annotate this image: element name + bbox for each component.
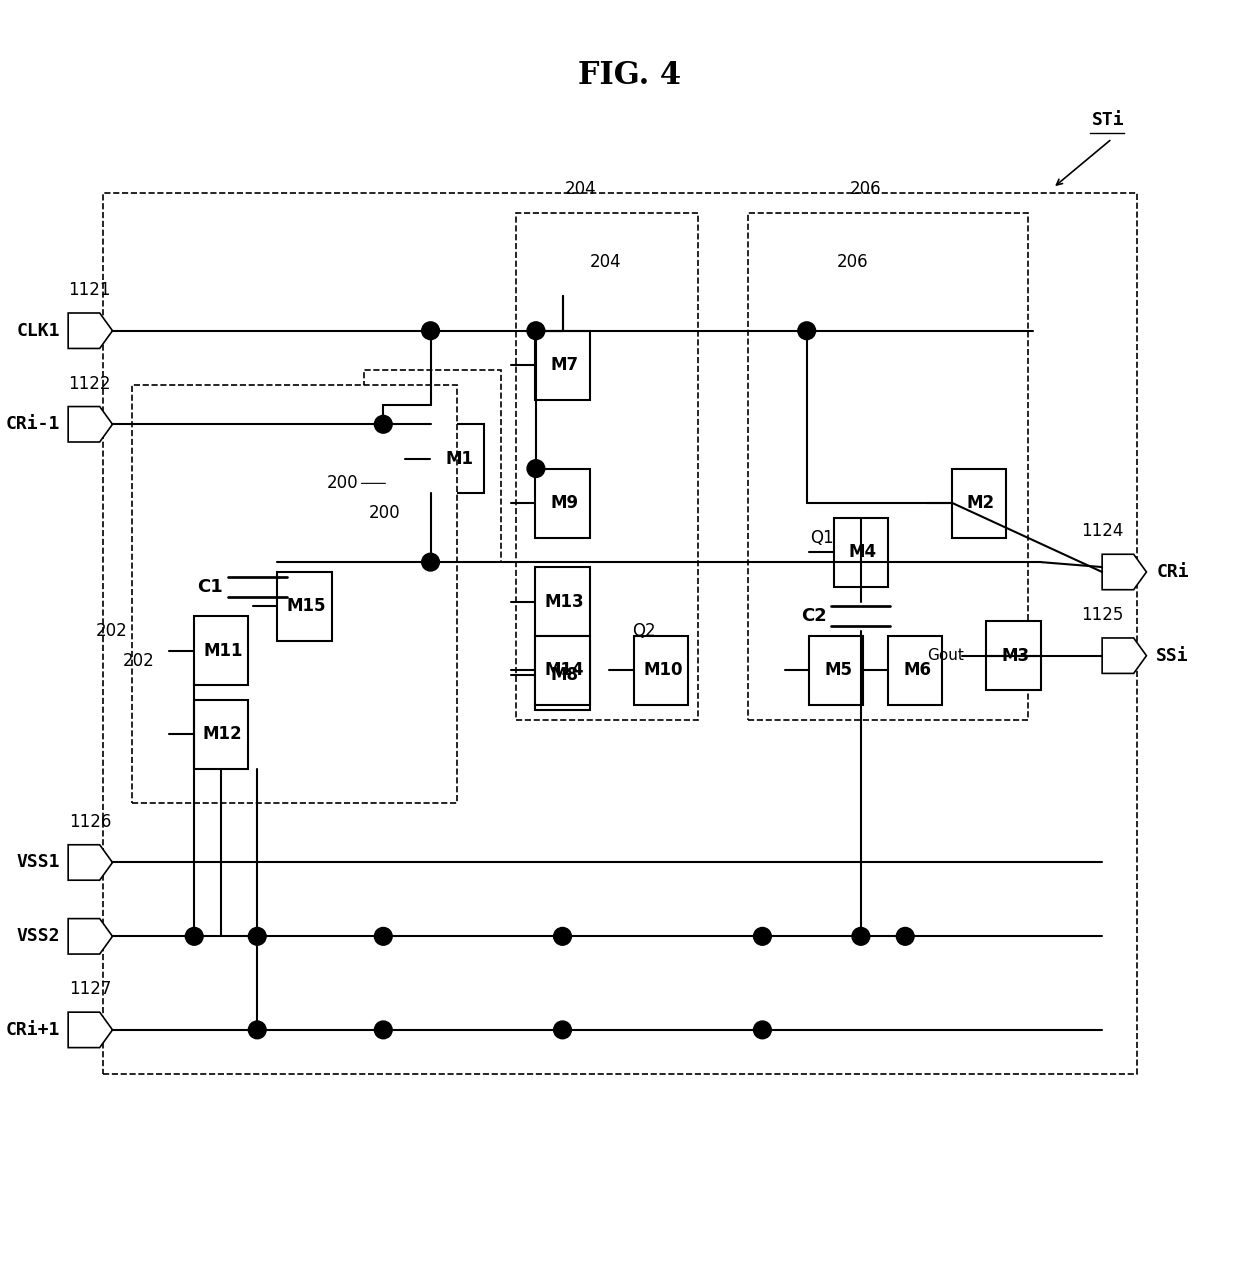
Bar xyxy=(810,636,863,705)
Text: M11: M11 xyxy=(203,642,243,660)
Text: M4: M4 xyxy=(849,543,877,562)
Text: Q2: Q2 xyxy=(632,622,656,641)
Bar xyxy=(536,636,589,705)
Text: M15: M15 xyxy=(286,597,326,615)
Circle shape xyxy=(374,928,392,946)
Text: SSi: SSi xyxy=(1156,647,1189,665)
Text: 202: 202 xyxy=(95,622,128,641)
Circle shape xyxy=(248,928,267,946)
Text: M8: M8 xyxy=(551,666,579,684)
Text: C1: C1 xyxy=(197,578,223,596)
Text: Q1: Q1 xyxy=(810,529,833,547)
Circle shape xyxy=(527,322,544,339)
Polygon shape xyxy=(68,313,113,348)
Circle shape xyxy=(553,928,572,946)
Bar xyxy=(516,212,698,719)
Circle shape xyxy=(553,1021,572,1038)
Bar xyxy=(634,636,688,705)
Text: VSS2: VSS2 xyxy=(17,928,61,946)
Polygon shape xyxy=(1102,638,1147,674)
Bar xyxy=(536,469,589,538)
Circle shape xyxy=(422,553,439,571)
Polygon shape xyxy=(68,919,113,955)
Text: 204: 204 xyxy=(564,179,596,198)
Bar xyxy=(536,330,589,399)
Text: M2: M2 xyxy=(967,494,994,512)
Text: 1121: 1121 xyxy=(68,281,112,299)
Text: M9: M9 xyxy=(551,494,579,512)
Text: M1: M1 xyxy=(445,450,474,468)
Text: 1125: 1125 xyxy=(1081,606,1123,624)
Text: M14: M14 xyxy=(544,661,584,680)
Text: CRi-1: CRi-1 xyxy=(6,416,61,433)
Text: C2: C2 xyxy=(801,608,826,625)
Circle shape xyxy=(374,1021,392,1038)
Text: M6: M6 xyxy=(903,661,931,680)
Circle shape xyxy=(422,322,439,339)
Text: CRi: CRi xyxy=(1156,563,1189,581)
Circle shape xyxy=(374,416,392,433)
Bar xyxy=(193,616,248,685)
Text: CLK1: CLK1 xyxy=(17,322,61,339)
Bar xyxy=(193,700,248,769)
Text: 206: 206 xyxy=(849,179,882,198)
Circle shape xyxy=(897,928,914,946)
Bar xyxy=(133,385,458,803)
Bar xyxy=(278,572,331,641)
Circle shape xyxy=(754,928,771,946)
Polygon shape xyxy=(68,845,113,881)
Circle shape xyxy=(527,460,544,478)
Bar xyxy=(103,193,1137,1074)
Text: M10: M10 xyxy=(644,661,683,680)
Text: M12: M12 xyxy=(203,726,243,744)
Text: 200: 200 xyxy=(368,503,401,522)
Text: VSS1: VSS1 xyxy=(17,854,61,872)
Circle shape xyxy=(248,1021,267,1038)
Bar xyxy=(888,636,942,705)
Bar xyxy=(952,469,1006,538)
Circle shape xyxy=(185,928,203,946)
Text: 1124: 1124 xyxy=(1081,522,1123,540)
Text: M7: M7 xyxy=(551,356,579,374)
Text: 1122: 1122 xyxy=(68,375,112,393)
Text: 202: 202 xyxy=(123,652,154,670)
Bar xyxy=(363,370,501,562)
Text: 204: 204 xyxy=(590,253,621,271)
Text: M5: M5 xyxy=(825,661,852,680)
Text: 200: 200 xyxy=(327,474,358,492)
Circle shape xyxy=(852,928,869,946)
Text: CRi+1: CRi+1 xyxy=(6,1021,61,1038)
Text: M3: M3 xyxy=(1002,647,1029,665)
Bar xyxy=(536,641,589,709)
Polygon shape xyxy=(1102,554,1147,590)
Bar xyxy=(536,567,589,636)
Bar xyxy=(987,622,1040,690)
Text: 1127: 1127 xyxy=(68,980,112,999)
Polygon shape xyxy=(68,407,113,442)
Polygon shape xyxy=(68,1012,113,1047)
Bar xyxy=(748,212,1028,719)
Circle shape xyxy=(754,1021,771,1038)
Bar xyxy=(833,517,888,587)
Text: STi: STi xyxy=(1092,111,1125,128)
Text: 1126: 1126 xyxy=(68,813,112,831)
Bar xyxy=(430,425,484,493)
Circle shape xyxy=(797,322,816,339)
Text: FIG. 4: FIG. 4 xyxy=(578,60,681,92)
Text: Gout: Gout xyxy=(928,648,965,663)
Text: M13: M13 xyxy=(544,592,584,610)
Text: 206: 206 xyxy=(836,253,868,271)
